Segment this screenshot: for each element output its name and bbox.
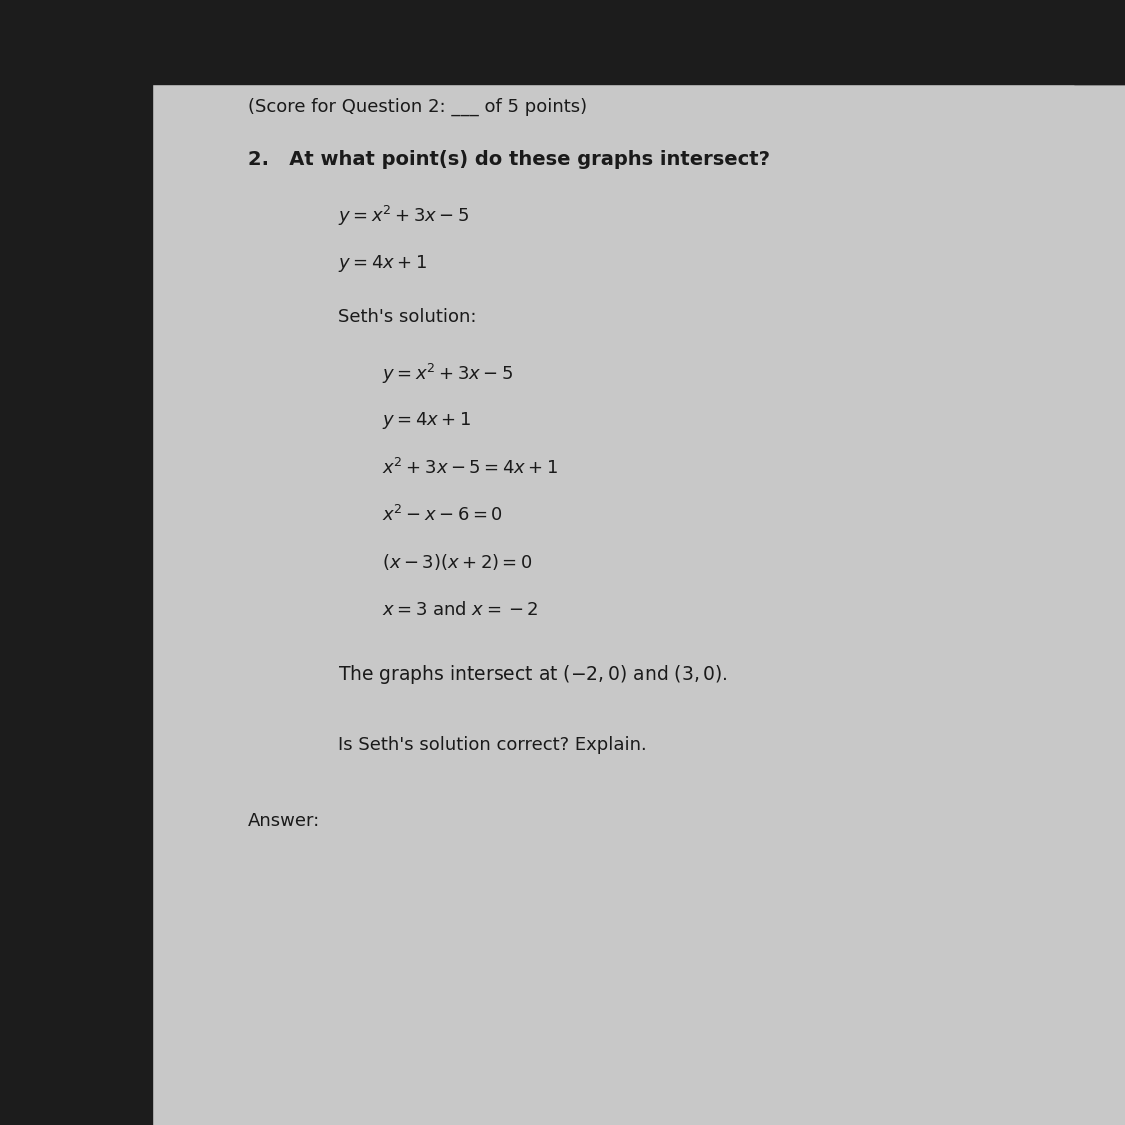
Text: $y = x^2 + 3x - 5$: $y = x^2 + 3x - 5$ [382, 361, 514, 386]
Text: $(x - 3)(x + 2) = 0$: $(x - 3)(x + 2) = 0$ [382, 552, 533, 573]
Text: $y = 4x + 1$: $y = 4x + 1$ [338, 253, 426, 273]
Text: The graphs intersect at $(-2, 0)$ and $(3, 0)$.: The graphs intersect at $(-2, 0)$ and $(… [338, 664, 728, 686]
Text: Answer:: Answer: [248, 812, 320, 830]
Bar [0, 0, 152, 1125]
Text: $y = x^2 + 3x - 5$: $y = x^2 + 3x - 5$ [338, 204, 469, 228]
Text: $x^2 - x - 6 = 0$: $x^2 - x - 6 = 0$ [382, 505, 503, 525]
Text: 2.   At what point(s) do these graphs intersect?: 2. At what point(s) do these graphs inte… [248, 151, 770, 169]
Text: $y = 4x + 1$: $y = 4x + 1$ [382, 411, 471, 431]
Text: (Score for Question 2: ___ of 5 points): (Score for Question 2: ___ of 5 points) [248, 98, 586, 116]
Text: $x^2 + 3x - 5 = 4x + 1$: $x^2 + 3x - 5 = 4x + 1$ [382, 458, 559, 478]
Text: Is Seth's solution correct? Explain.: Is Seth's solution correct? Explain. [338, 736, 646, 754]
Text: Seth's solution:: Seth's solution: [338, 308, 476, 326]
Bar [1074, 0, 1125, 84]
Bar [0, 0, 1125, 84]
Text: $x = 3$ and $x = -2$: $x = 3$ and $x = -2$ [382, 601, 539, 619]
